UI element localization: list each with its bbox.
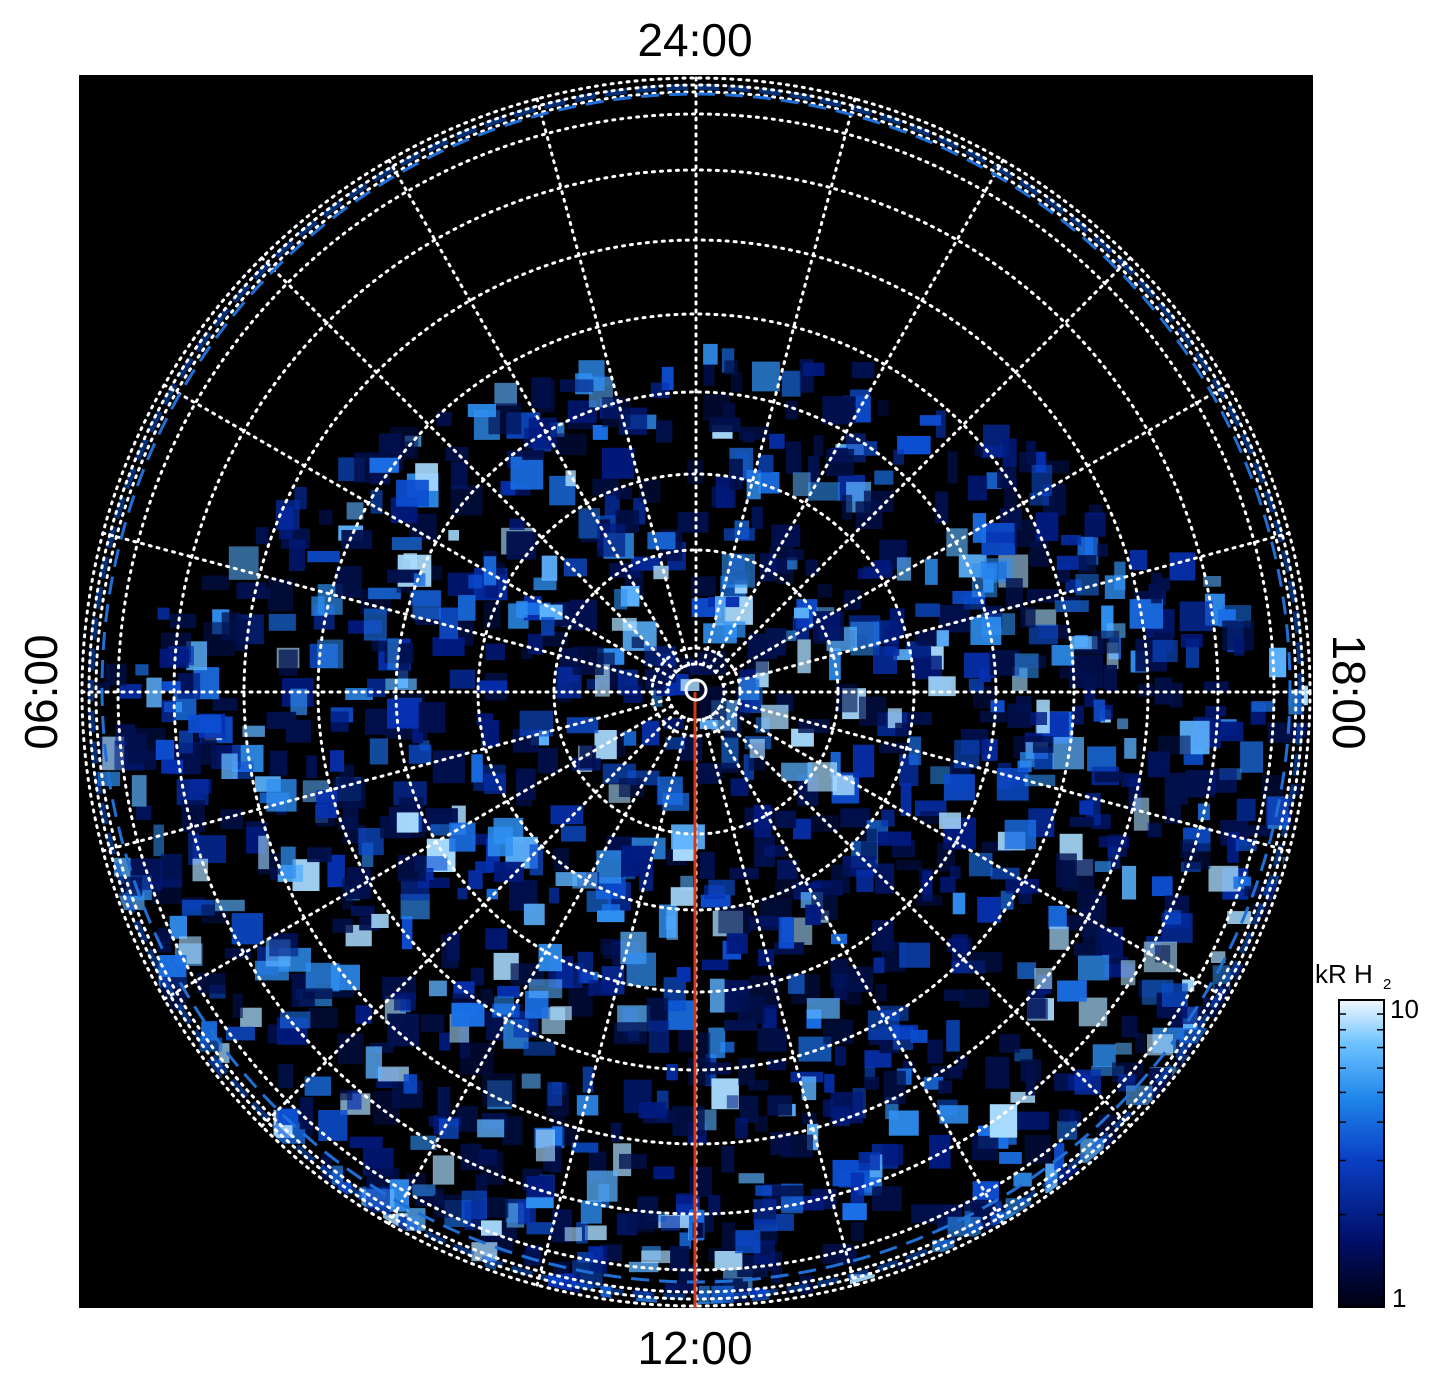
colorbar-gradient	[1338, 999, 1385, 1308]
local-time-label-right: 18:00	[1323, 634, 1375, 749]
longitude-line	[718, 704, 1230, 1001]
local-time-label-left: 06:00	[15, 634, 67, 749]
longitude-line	[721, 531, 1291, 687]
longitude-line	[714, 710, 1132, 1128]
auroral-emission-map	[88, 84, 1308, 1304]
longitude-line	[162, 704, 674, 1001]
longitude-line	[387, 714, 684, 1226]
longitude-line	[701, 717, 857, 1287]
latitude-circle	[94, 90, 1298, 1294]
longitude-line	[260, 710, 678, 1128]
longitude-line	[701, 97, 857, 667]
latitude-longitude-grid	[80, 76, 1312, 1308]
local-time-label-top: 24:00	[637, 14, 752, 66]
longitude-line	[260, 256, 678, 674]
longitude-line	[387, 158, 684, 670]
longitude-line	[714, 256, 1132, 674]
longitude-line	[101, 697, 671, 853]
latitude-circle	[116, 112, 1276, 1272]
longitude-line	[162, 383, 674, 680]
colorbar: kR H 2 10 1	[1315, 959, 1419, 1313]
colorbar-title-subscript: 2	[1383, 976, 1391, 993]
longitude-line	[718, 383, 1230, 680]
colorbar-ticks	[1339, 999, 1384, 1308]
longitude-line	[101, 531, 671, 687]
longitude-line	[535, 717, 691, 1287]
longitude-line	[535, 97, 691, 667]
longitude-line	[708, 714, 1005, 1226]
colorbar-title: kR H	[1315, 959, 1373, 989]
colorbar-max-label: 10	[1390, 994, 1419, 1024]
latitude-circle	[172, 168, 1220, 1216]
local-time-label-bottom: 12:00	[637, 1322, 752, 1374]
colorbar-min-label: 1	[1392, 1283, 1406, 1313]
pole-marker	[684, 678, 708, 702]
latitude-circle	[476, 472, 916, 912]
longitude-line	[721, 697, 1291, 853]
longitude-line	[708, 158, 1005, 670]
